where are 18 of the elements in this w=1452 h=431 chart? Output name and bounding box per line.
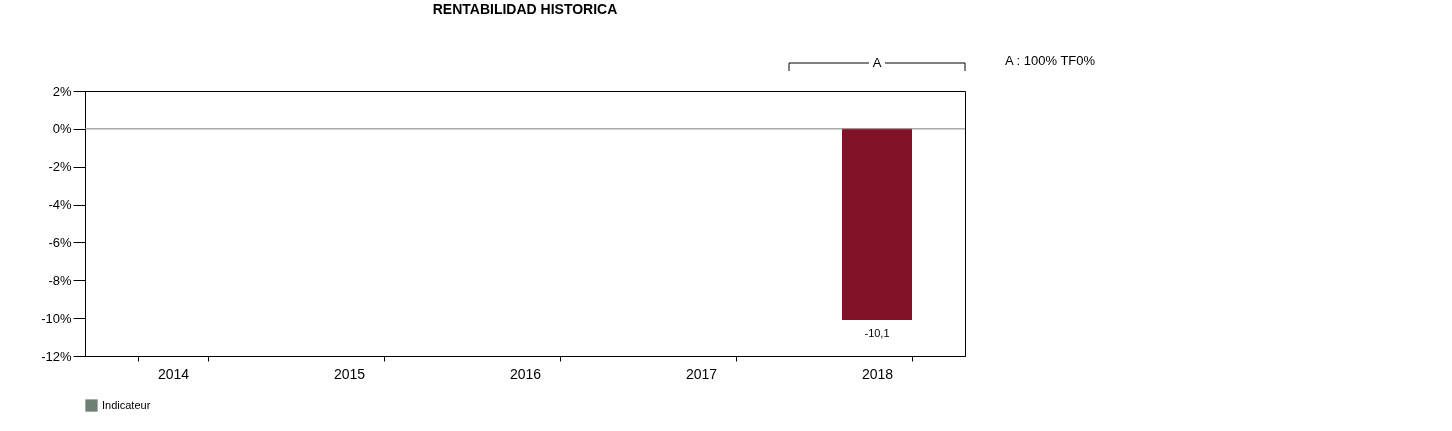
y-tick-label: -2% [48,159,72,175]
x-tick-label: 2014 [157,365,190,382]
y-tick-label: 2% [52,83,72,99]
y-tick-label: -8% [48,272,72,288]
text: A [872,55,882,70]
legend-label: Indicateur [102,398,151,411]
data-label: -10,1 [864,327,890,340]
chart-title: RENTABILIDAD HISTORICA [432,1,618,17]
x-tick-label: 2018 [861,365,894,382]
y-tick-label: -4% [48,197,72,213]
y-tick-label: -12% [41,348,72,364]
x-tick-label: 2017 [685,365,718,382]
y-tick-label: -10% [41,310,72,326]
x-tick-label: 2016 [509,365,542,382]
text: A : 100% TF0% [1005,53,1096,68]
x-tick-label: 2015 [333,365,366,382]
y-tick-label: 0% [52,121,72,137]
y-tick-label: -6% [48,234,72,250]
